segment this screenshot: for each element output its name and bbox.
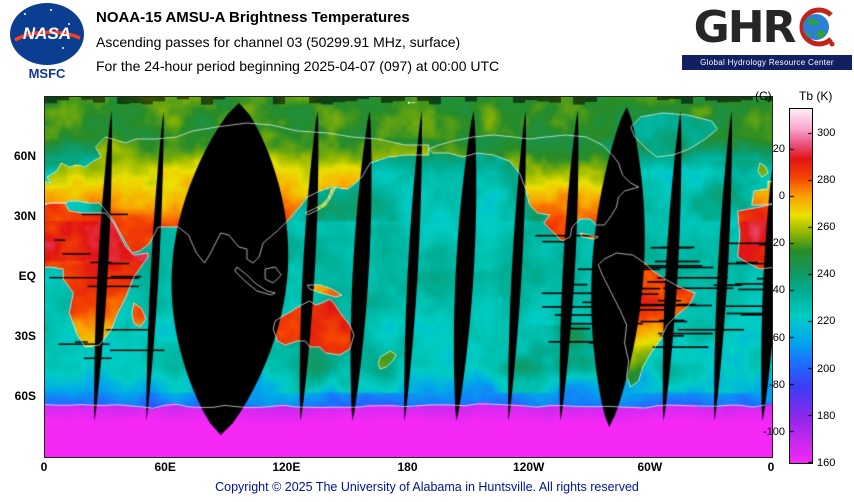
- map-frame: ←: [44, 93, 773, 458]
- ghrc-globe-icon: [799, 7, 835, 47]
- ghrc-logo: GHR Global Hydrology Resource Center: [682, 2, 852, 70]
- x-axis-label: 60W: [637, 460, 663, 474]
- subtitle-channel: Ascending passes for channel 03 (50299.9…: [96, 34, 461, 50]
- y-axis-label: 60N: [13, 149, 36, 163]
- nasa-swoosh-icon: [14, 30, 81, 42]
- nasa-stars-icon: [24, 13, 26, 15]
- colorbar-celsius-label: -40: [769, 284, 785, 297]
- colorbar-gradient: [789, 108, 813, 464]
- y-axis-label: 60S: [14, 389, 36, 403]
- colorbar-celsius-label: -100: [762, 425, 785, 438]
- page-title: NOAA-15 AMSU-A Brightness Temperatures: [96, 9, 410, 26]
- colorbar-kelvin-label: 220: [817, 315, 836, 328]
- y-axis-label: 30S: [14, 329, 36, 343]
- colorbar-celsius-label: -20: [769, 237, 785, 250]
- subtitle-period: For the 24-hour period beginning 2025-04…: [96, 58, 500, 74]
- colorbar-kelvin-label: 180: [817, 409, 836, 422]
- colorbar-kelvin-label: 240: [817, 268, 836, 281]
- x-axis-label: 0: [767, 460, 775, 474]
- nasa-logo: NASA: [10, 3, 84, 65]
- ghrc-tagline: Global Hydrology Resource Center: [682, 55, 852, 70]
- colorbar-celsius-label: -80: [769, 378, 785, 391]
- colorbar-kelvin-scale: 300 280 260 240 220 200 180 160: [817, 109, 849, 469]
- ghrc-wordmark: GHR: [693, 2, 797, 53]
- colorbar-kelvin-label: 160: [817, 457, 836, 469]
- colorbar-kelvin-title: Tb (K): [799, 89, 833, 103]
- longitude-axis: 0 60E 120E 180 120W 60W 0: [40, 460, 775, 476]
- x-axis-label: 60E: [154, 460, 176, 474]
- nasa-wordmark: NASA: [22, 24, 72, 43]
- x-axis-label: 0: [40, 460, 48, 474]
- x-axis-label: 120W: [512, 460, 545, 474]
- colorbar-celsius-scale: 20 0 -20 -40 -60 -80 -100: [750, 109, 785, 463]
- latitude-axis: 60N 30N EQ 30S 60S: [0, 96, 42, 456]
- copyright-text: Copyright © 2025 The University of Alaba…: [215, 480, 639, 494]
- colorbar-kelvin-label: 300: [817, 126, 836, 139]
- msfc-label: MSFC: [28, 66, 66, 81]
- colorbar-celsius-label: 20: [772, 142, 785, 155]
- y-axis-label: 30N: [13, 209, 36, 223]
- colorbar-kelvin-label: 260: [817, 221, 836, 233]
- colorbar-kelvin-label: 280: [817, 173, 836, 186]
- orbit-start-marker-icon: ←: [405, 93, 418, 108]
- colorbar-celsius-label: 0: [778, 189, 785, 202]
- x-axis-label: 120E: [272, 460, 301, 474]
- colorbar-kelvin-label: 200: [817, 362, 836, 375]
- colorbar-celsius-label: -60: [769, 331, 785, 344]
- colorbar-celsius-title: (C): [755, 89, 772, 103]
- x-axis-label: 180: [397, 460, 418, 474]
- brightness-temperature-map: [45, 97, 772, 457]
- y-axis-label: EQ: [18, 269, 36, 283]
